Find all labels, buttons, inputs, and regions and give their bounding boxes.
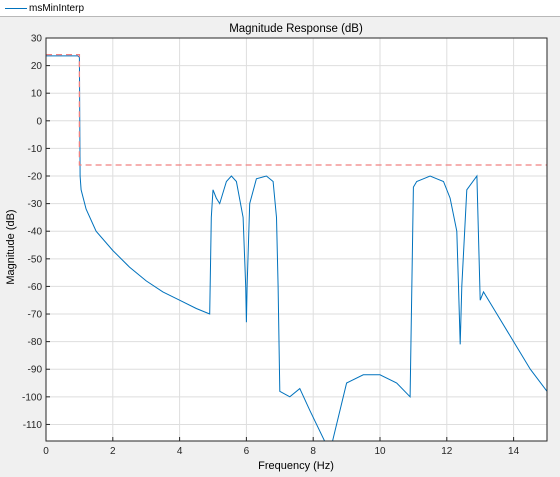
x-tick-label: 6 [244, 446, 250, 457]
x-tick-label: 12 [441, 446, 453, 457]
x-tick-label: 0 [43, 446, 49, 457]
y-tick-label: -110 [23, 420, 43, 431]
y-tick-label: -30 [28, 199, 43, 210]
plot-area: 0 2 4 6 8 10 12 14 30 20 10 0 -10 -20 -30 -40 -50 -60 -70 -… [22, 34, 548, 457]
y-tick-label: 20 [31, 61, 43, 72]
axes-background [46, 38, 547, 441]
legend-label: msMinInterp [29, 2, 85, 14]
y-tick-label: -50 [28, 254, 43, 265]
x-tick-label: 10 [374, 446, 386, 457]
x-axis-label: Frequency (Hz) [258, 460, 334, 472]
y-tick-label: -20 [28, 172, 43, 183]
y-axis-label: Magnitude (dB) [5, 209, 17, 284]
x-tick-label: 8 [310, 446, 316, 457]
y-tick-label: -40 [28, 227, 43, 238]
y-tick-label: 0 [36, 116, 42, 127]
axes-box [45, 37, 548, 442]
y-tick-label: 30 [31, 34, 43, 45]
magnitude-response-chart: 0 2 4 6 8 10 12 14 30 20 10 0 -10 -20 -30 -40 -50 -60 -70 -… [0, 17, 560, 477]
chart-title: Magnitude Response (dB) [229, 23, 363, 35]
legend-item-msMinInterp[interactable]: msMinInterp [5, 3, 84, 14]
legend-line-icon [5, 7, 27, 9]
x-tick-label: 2 [110, 446, 116, 457]
y-tick-label: -70 [28, 310, 43, 321]
y-tick-label: -90 [28, 365, 43, 376]
y-tick-label: -60 [28, 282, 43, 293]
y-tick-label: -80 [28, 337, 43, 348]
y-tick-label: 10 [31, 89, 43, 100]
series-line-msMinInterp[interactable] [46, 55, 547, 452]
x-tick-label: 14 [508, 446, 520, 457]
x-tick-label: 4 [177, 446, 183, 457]
y-tick-label: -100 [22, 392, 42, 403]
legend-bar: msMinInterp [0, 0, 560, 17]
y-tick-label: -10 [28, 144, 43, 155]
